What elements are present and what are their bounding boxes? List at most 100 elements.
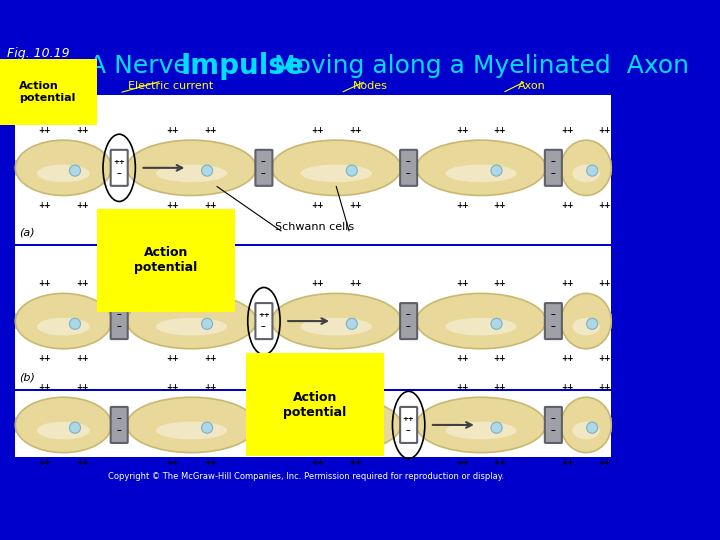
Text: ++: ++ bbox=[38, 458, 51, 467]
FancyBboxPatch shape bbox=[15, 314, 611, 328]
Text: Nodes: Nodes bbox=[353, 81, 388, 91]
Text: --: -- bbox=[117, 324, 122, 330]
Ellipse shape bbox=[301, 318, 372, 335]
Text: Impulse: Impulse bbox=[181, 52, 305, 80]
Text: --: -- bbox=[551, 171, 557, 177]
Text: ++: ++ bbox=[348, 279, 361, 288]
Text: ++: ++ bbox=[204, 458, 217, 467]
Text: --: -- bbox=[261, 428, 267, 434]
Text: ++: ++ bbox=[38, 354, 51, 363]
Ellipse shape bbox=[587, 422, 598, 433]
Ellipse shape bbox=[572, 165, 600, 182]
Text: ++: ++ bbox=[311, 383, 324, 392]
Text: ++: ++ bbox=[166, 458, 179, 467]
Ellipse shape bbox=[15, 397, 112, 453]
Text: (b): (b) bbox=[19, 373, 35, 382]
Ellipse shape bbox=[491, 318, 502, 329]
Ellipse shape bbox=[127, 293, 256, 349]
Text: ++: ++ bbox=[493, 126, 506, 135]
Text: ++: ++ bbox=[38, 201, 51, 210]
Text: ++: ++ bbox=[166, 201, 179, 210]
Text: ++: ++ bbox=[598, 458, 611, 467]
Text: ++: ++ bbox=[311, 279, 324, 288]
Ellipse shape bbox=[301, 422, 372, 440]
Text: ++: ++ bbox=[311, 126, 324, 135]
Ellipse shape bbox=[156, 165, 227, 182]
FancyBboxPatch shape bbox=[15, 96, 611, 245]
Text: ++: ++ bbox=[348, 354, 361, 363]
Text: ++: ++ bbox=[598, 279, 611, 288]
Text: ++: ++ bbox=[561, 126, 574, 135]
Ellipse shape bbox=[346, 422, 357, 433]
Ellipse shape bbox=[69, 422, 81, 433]
Text: --: -- bbox=[406, 159, 412, 165]
Text: ++: ++ bbox=[348, 383, 361, 392]
Text: ++: ++ bbox=[561, 383, 574, 392]
Text: --: -- bbox=[117, 171, 122, 177]
Ellipse shape bbox=[561, 140, 611, 195]
FancyBboxPatch shape bbox=[15, 246, 611, 389]
Text: --: -- bbox=[117, 416, 122, 422]
Text: ++: ++ bbox=[76, 383, 89, 392]
Text: ++: ++ bbox=[493, 279, 506, 288]
Ellipse shape bbox=[271, 140, 401, 195]
Text: ++: ++ bbox=[493, 458, 506, 467]
Ellipse shape bbox=[127, 397, 256, 453]
Text: ++: ++ bbox=[166, 126, 179, 135]
Text: ++: ++ bbox=[113, 159, 125, 165]
Text: --: -- bbox=[551, 428, 557, 434]
FancyBboxPatch shape bbox=[545, 407, 562, 443]
Text: ++: ++ bbox=[204, 383, 217, 392]
Text: ++: ++ bbox=[493, 383, 506, 392]
Text: ++: ++ bbox=[76, 458, 89, 467]
FancyBboxPatch shape bbox=[111, 303, 127, 339]
Text: ++: ++ bbox=[598, 383, 611, 392]
Text: (a): (a) bbox=[19, 228, 35, 238]
Text: ++: ++ bbox=[311, 201, 324, 210]
FancyBboxPatch shape bbox=[256, 407, 272, 443]
Ellipse shape bbox=[346, 318, 357, 329]
Ellipse shape bbox=[491, 422, 502, 433]
Ellipse shape bbox=[561, 293, 611, 349]
Ellipse shape bbox=[37, 318, 90, 335]
Ellipse shape bbox=[15, 293, 112, 349]
Text: --: -- bbox=[551, 416, 557, 422]
FancyBboxPatch shape bbox=[111, 150, 127, 186]
FancyBboxPatch shape bbox=[15, 160, 611, 175]
Ellipse shape bbox=[202, 165, 212, 176]
Text: ++: ++ bbox=[598, 126, 611, 135]
Ellipse shape bbox=[127, 140, 256, 195]
Ellipse shape bbox=[202, 422, 212, 433]
Text: ++: ++ bbox=[204, 279, 217, 288]
Text: --: -- bbox=[261, 171, 267, 177]
Ellipse shape bbox=[446, 422, 516, 440]
Text: ++: ++ bbox=[38, 126, 51, 135]
FancyBboxPatch shape bbox=[545, 303, 562, 339]
Text: ++: ++ bbox=[493, 354, 506, 363]
Text: Action
potential: Action potential bbox=[284, 391, 346, 419]
Text: ++: ++ bbox=[38, 279, 51, 288]
Ellipse shape bbox=[572, 422, 600, 440]
FancyBboxPatch shape bbox=[400, 150, 417, 186]
Text: ++: ++ bbox=[348, 458, 361, 467]
Text: ++: ++ bbox=[76, 279, 89, 288]
Text: --: -- bbox=[406, 428, 412, 434]
Text: Electric current: Electric current bbox=[127, 81, 213, 91]
FancyBboxPatch shape bbox=[400, 303, 417, 339]
Text: ++: ++ bbox=[258, 312, 270, 318]
Text: ++: ++ bbox=[561, 458, 574, 467]
Ellipse shape bbox=[37, 422, 90, 440]
Ellipse shape bbox=[587, 165, 598, 176]
FancyBboxPatch shape bbox=[15, 418, 611, 432]
Ellipse shape bbox=[416, 293, 546, 349]
Ellipse shape bbox=[416, 397, 546, 453]
Ellipse shape bbox=[69, 165, 81, 176]
FancyBboxPatch shape bbox=[15, 391, 611, 457]
FancyBboxPatch shape bbox=[256, 303, 272, 339]
Ellipse shape bbox=[446, 165, 516, 182]
Text: ++: ++ bbox=[348, 201, 361, 210]
Text: Axon: Axon bbox=[518, 81, 546, 91]
Ellipse shape bbox=[156, 422, 227, 440]
Text: ++: ++ bbox=[456, 279, 469, 288]
FancyBboxPatch shape bbox=[545, 150, 562, 186]
